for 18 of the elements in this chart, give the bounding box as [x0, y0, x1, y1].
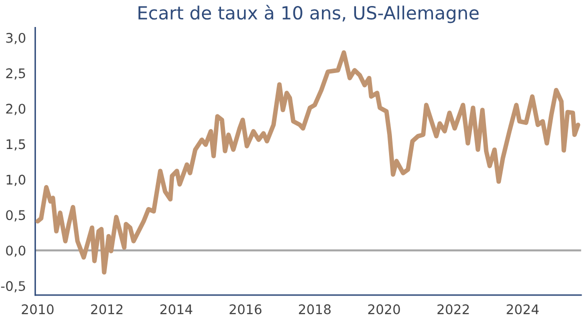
y-tick-label: 0,5: [6, 210, 26, 222]
x-tick-label: 2016: [230, 304, 262, 314]
y-tick-label: 2,0: [6, 104, 26, 116]
chart-title: Ecart de taux à 10 ans, US-Allemagne: [138, 4, 479, 24]
x-tick-label: 2012: [91, 304, 122, 314]
x-tick-label: 2018: [298, 304, 331, 314]
line-series: [35, 50, 580, 275]
y-tick-label: 3,0: [6, 32, 26, 44]
y-tick-label: 1,5: [6, 139, 26, 151]
y-tick-label: -0,5: [1, 281, 26, 292]
x-tick-label: 2022: [437, 304, 469, 314]
y-tick-label: 0,0: [6, 246, 26, 257]
y-tick-label: 1,0: [6, 174, 26, 186]
x-tick-label: 2024: [506, 304, 539, 314]
x-tick-label: 2014: [160, 304, 192, 314]
x-tick-label: 2010: [22, 304, 54, 314]
y-tick-label: 2,5: [6, 68, 26, 80]
x-tick-label: 2020: [368, 304, 400, 314]
